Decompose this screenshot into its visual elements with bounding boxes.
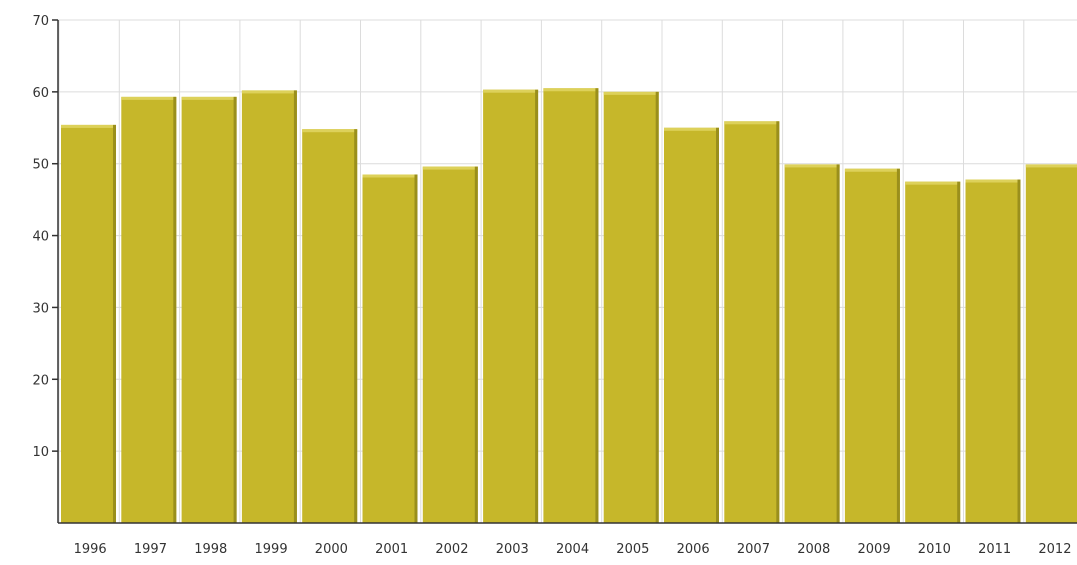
bar-side <box>233 96 237 523</box>
bar-top <box>1025 164 1077 168</box>
x-tick-label: 1999 <box>255 542 288 557</box>
bar-side <box>535 89 539 524</box>
bar-face <box>483 89 539 524</box>
bar-side <box>896 168 900 523</box>
bar-side <box>354 129 358 524</box>
y-tick-label: 70 <box>32 14 49 29</box>
bar-face <box>724 121 780 523</box>
bar-side <box>776 121 780 523</box>
bar-2003 <box>483 89 539 524</box>
bar-1996 <box>61 124 116 523</box>
bar-face <box>603 91 659 523</box>
x-tick-label: 1997 <box>134 542 167 557</box>
x-tick-label: 2010 <box>918 542 951 557</box>
x-tick-label: 2006 <box>677 542 710 557</box>
bar-face <box>905 181 961 523</box>
axes <box>52 19 1077 524</box>
bar-face <box>1025 164 1077 523</box>
y-tick-label: 60 <box>32 86 49 101</box>
bar-2012 <box>1025 164 1077 523</box>
x-tick-label: 2008 <box>797 542 830 557</box>
bar-face <box>181 96 237 523</box>
bar-top <box>181 96 237 100</box>
bar-face <box>302 129 358 524</box>
y-tick-label: 30 <box>32 301 49 316</box>
bar-side <box>414 174 418 523</box>
bar-side <box>1017 179 1021 523</box>
bar-face <box>121 96 177 523</box>
y-tick-label: 50 <box>32 158 49 173</box>
bar-top <box>844 168 900 172</box>
x-tick-labels: 1996 1997 1998 1999 2000 2001 2002 2003 2004 2005… <box>74 542 1072 557</box>
bar-side <box>836 164 840 523</box>
bar-face <box>241 90 297 524</box>
x-tick-label: 2003 <box>496 542 529 557</box>
bar-top <box>543 88 599 92</box>
bar-side <box>716 127 719 524</box>
bar-top <box>302 129 358 133</box>
x-tick-label: 2007 <box>737 542 770 557</box>
bar-top <box>724 121 780 125</box>
bar-2009 <box>844 168 900 523</box>
bar-2011 <box>965 179 1021 523</box>
bar-top <box>784 164 840 168</box>
bar-2008 <box>784 164 840 523</box>
bar-top <box>664 127 719 131</box>
bars <box>61 88 1077 524</box>
bar-face <box>422 166 478 524</box>
bar-2007 <box>724 121 780 523</box>
bar-1999 <box>241 90 297 524</box>
x-tick-label: 1996 <box>74 542 107 557</box>
bar-face <box>664 127 719 524</box>
bar-side <box>655 91 659 523</box>
bar-2002 <box>422 166 478 524</box>
bar-1998 <box>181 96 237 523</box>
bar-face <box>844 168 900 523</box>
y-tick-label: 20 <box>32 373 49 388</box>
x-tick-label: 2012 <box>1038 542 1071 557</box>
bar-side <box>113 124 116 523</box>
x-tick-label: 2001 <box>375 542 408 557</box>
bar-2006 <box>664 127 719 524</box>
x-tick-label: 2005 <box>616 542 649 557</box>
y-tick-label: 40 <box>32 230 49 245</box>
y-tick-labels: 10 20 30 40 50 60 70 <box>32 14 49 460</box>
bar-side <box>595 88 599 523</box>
bar-face <box>61 124 116 523</box>
bar-top <box>362 174 418 178</box>
bar-side <box>957 181 961 523</box>
bar-top <box>121 96 177 100</box>
x-tick-label: 2002 <box>435 542 468 557</box>
bar-side <box>173 96 177 523</box>
bar-1997 <box>121 96 177 523</box>
bar-top <box>603 91 659 95</box>
bar-side <box>293 90 297 524</box>
x-tick-label: 2011 <box>978 542 1011 557</box>
bar-face <box>362 174 418 523</box>
bar-2001 <box>362 174 418 523</box>
bar-top <box>483 89 539 93</box>
bar-side <box>474 166 478 524</box>
bar-top <box>422 166 478 170</box>
bar-face <box>965 179 1021 523</box>
x-tick-label: 1998 <box>194 542 227 557</box>
bar-2000 <box>302 129 358 524</box>
bar-top <box>965 179 1021 183</box>
x-tick-label: 2000 <box>315 542 348 557</box>
y-tick-label: 10 <box>32 445 49 460</box>
bar-2004 <box>543 88 599 523</box>
bar-top <box>905 181 961 185</box>
bar-top <box>241 90 297 94</box>
x-tick-label: 2009 <box>858 542 891 557</box>
grid <box>58 19 1077 523</box>
bar-2005 <box>603 91 659 523</box>
x-tick-label: 2004 <box>556 542 589 557</box>
bar-top <box>61 124 116 128</box>
bar-face <box>784 164 840 523</box>
bar-2010 <box>905 181 961 523</box>
bar-face <box>543 88 599 523</box>
